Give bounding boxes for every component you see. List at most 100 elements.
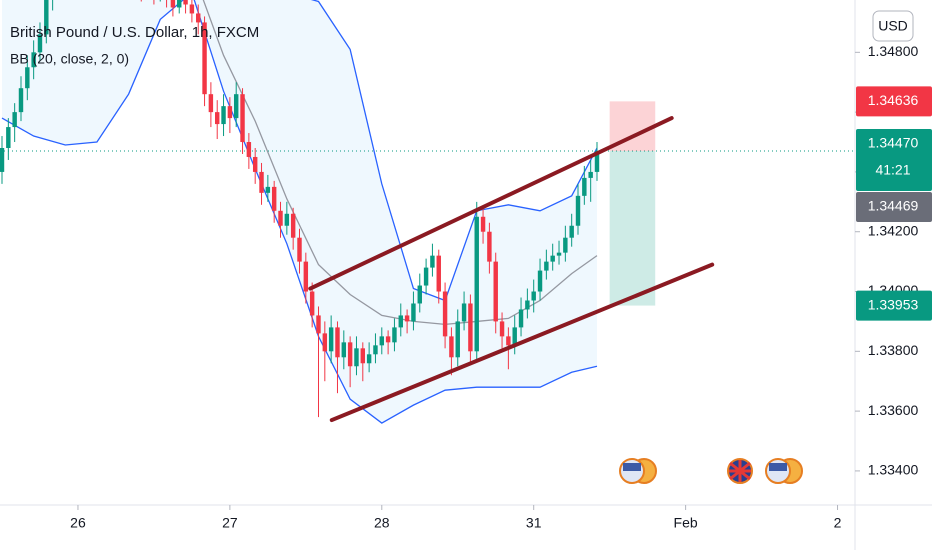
candle-body (411, 303, 416, 322)
currency-label: USD (878, 18, 908, 34)
bb-fill (2, 0, 597, 424)
candle-body (544, 261, 549, 271)
candle-body (398, 315, 403, 328)
candle-body (525, 300, 530, 310)
indicator-label: BB (20, close, 2, 0) (10, 51, 129, 67)
candle-body (493, 261, 498, 322)
chart-title: British Pound / U.S. Dollar, 1h, FXCM (10, 24, 259, 41)
candle-body (208, 94, 214, 113)
candle-body (594, 150, 600, 172)
candle-body (303, 261, 309, 292)
candle-body (474, 216, 479, 352)
price-label-box (856, 128, 932, 191)
x-tick-label: 28 (374, 515, 390, 531)
candle-body (196, 13, 201, 23)
candle-body (233, 94, 239, 119)
candle-body (436, 255, 441, 292)
bb-lower (1, 0, 598, 424)
candle-body (575, 195, 581, 226)
candle-body (373, 345, 378, 355)
trend-line (308, 116, 674, 291)
candle-body (214, 112, 220, 125)
candle-body (278, 210, 283, 226)
candle-body (404, 315, 410, 322)
candle-body (183, 0, 188, 5)
axes: 1.334001.336001.338001.340001.342001.344… (70, 43, 932, 531)
candle-body (0, 148, 5, 172)
price-label: 1.34636 (868, 92, 919, 108)
candle-body (252, 156, 258, 172)
candle-body (246, 142, 252, 157)
candle-body (322, 333, 328, 352)
candle-body (221, 106, 226, 125)
candle-body (423, 267, 429, 286)
candle-body (12, 112, 17, 128)
candle-body (442, 291, 448, 337)
y-tick-label: 1.34200 (868, 222, 919, 238)
candle-body (25, 67, 30, 89)
candle-body (385, 336, 391, 343)
candle-body (468, 303, 473, 352)
candle-body (499, 321, 505, 337)
candle-body (449, 336, 454, 358)
candle-body (328, 327, 334, 352)
candle-body (309, 291, 315, 316)
candle-body (537, 270, 543, 292)
candle-body (37, 34, 43, 53)
price-label: 1.34470 (868, 135, 919, 151)
plot-area (0, 0, 855, 424)
x-tick-label: Feb (674, 515, 698, 531)
candle-body (170, 0, 176, 8)
trend-line (329, 262, 715, 423)
candle-body (461, 303, 467, 322)
candle-body (379, 336, 385, 346)
candle-body (506, 336, 511, 346)
candle-body (360, 348, 366, 364)
candle-body (480, 216, 486, 232)
candle-body (202, 22, 207, 95)
candle-body (284, 213, 290, 226)
price-label-box (856, 86, 932, 117)
candle-body (31, 52, 36, 68)
candle-body (487, 231, 492, 262)
candle-body (430, 255, 435, 268)
candle-body (455, 321, 460, 358)
candle-body (582, 177, 587, 196)
candle-body (347, 342, 353, 367)
y-tick-label: 1.33400 (868, 462, 919, 478)
flag-canton (769, 463, 787, 471)
candle-body (556, 252, 562, 256)
candle-body (366, 354, 372, 364)
candle-body (259, 171, 264, 193)
candle-body (518, 309, 524, 328)
candle-body (392, 327, 397, 343)
candle-body (271, 186, 277, 211)
candle-body (240, 94, 245, 143)
candle-body (512, 327, 517, 346)
candle-body (417, 285, 422, 304)
flag-cross (729, 460, 751, 482)
price-label-box (856, 191, 932, 222)
bb-middle (202, 0, 598, 326)
candle-body (335, 327, 340, 358)
candle-body (588, 171, 593, 178)
candle-body (177, 0, 182, 8)
candle-body (44, 0, 49, 35)
candle-body (227, 106, 233, 119)
candle-body (290, 213, 296, 238)
currency-button[interactable] (872, 10, 914, 42)
x-tick-label: 27 (222, 515, 238, 531)
candle-body (316, 315, 321, 334)
candle-body (569, 225, 574, 238)
candle-body (531, 291, 536, 301)
y-tick-label: 1.33600 (868, 402, 919, 418)
x-tick-label: 26 (70, 515, 86, 531)
candle-body (6, 127, 11, 149)
price-label: 1.33953 (868, 296, 919, 312)
price-countdown: 41:21 (875, 162, 910, 178)
price-label: 1.34469 (868, 198, 919, 214)
candle-body (341, 342, 347, 358)
y-tick-label: 1.33800 (868, 342, 919, 358)
candle-body (265, 186, 271, 193)
